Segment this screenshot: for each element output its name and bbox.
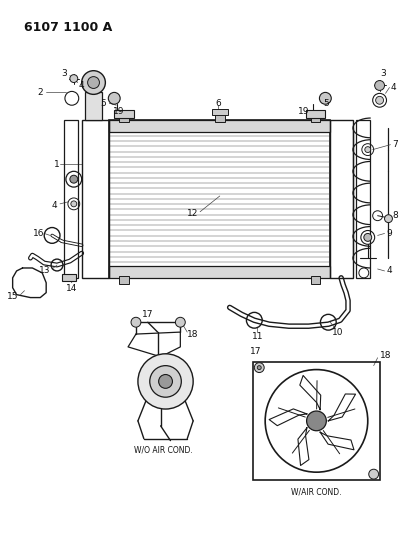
Bar bbox=[253, 362, 379, 480]
Text: 5: 5 bbox=[100, 99, 106, 108]
Circle shape bbox=[149, 366, 181, 397]
Text: 16: 16 bbox=[32, 229, 44, 238]
Circle shape bbox=[384, 215, 391, 223]
Text: 9: 9 bbox=[386, 229, 391, 238]
Bar bbox=[310, 114, 319, 122]
Circle shape bbox=[81, 71, 105, 94]
Text: 17: 17 bbox=[142, 310, 153, 319]
Text: W/O AIR COND.: W/O AIR COND. bbox=[134, 446, 193, 455]
Text: 15: 15 bbox=[7, 292, 18, 301]
Text: 3: 3 bbox=[61, 69, 67, 78]
Circle shape bbox=[70, 75, 78, 83]
Text: 19: 19 bbox=[113, 107, 125, 116]
Circle shape bbox=[71, 201, 76, 207]
Bar bbox=[64, 120, 78, 278]
Circle shape bbox=[175, 317, 185, 327]
Circle shape bbox=[257, 366, 261, 369]
Text: 4: 4 bbox=[390, 83, 395, 92]
Text: 7: 7 bbox=[391, 140, 397, 149]
Text: 11: 11 bbox=[251, 332, 263, 341]
Circle shape bbox=[319, 92, 330, 104]
Text: 14: 14 bbox=[66, 284, 77, 293]
Bar bbox=[114, 110, 134, 118]
Circle shape bbox=[364, 147, 370, 152]
Circle shape bbox=[375, 96, 382, 104]
Text: 5: 5 bbox=[323, 99, 328, 108]
Bar bbox=[211, 109, 227, 115]
Text: 10: 10 bbox=[332, 328, 343, 337]
Text: 3: 3 bbox=[380, 69, 385, 78]
Bar bbox=[119, 276, 129, 284]
Bar bbox=[119, 114, 129, 122]
Bar bbox=[81, 120, 109, 278]
Circle shape bbox=[131, 317, 141, 327]
Text: 12: 12 bbox=[186, 209, 198, 218]
Text: 17: 17 bbox=[249, 348, 261, 357]
Circle shape bbox=[158, 375, 172, 389]
Text: 19: 19 bbox=[297, 107, 309, 116]
Bar bbox=[305, 110, 325, 118]
Text: 1: 1 bbox=[54, 160, 60, 169]
Circle shape bbox=[88, 77, 99, 88]
Circle shape bbox=[363, 233, 371, 241]
Text: 4: 4 bbox=[51, 201, 57, 211]
Bar bbox=[109, 266, 330, 278]
Bar bbox=[62, 274, 76, 281]
Text: 13: 13 bbox=[38, 266, 50, 276]
Circle shape bbox=[108, 92, 120, 104]
Text: 6107 1100 A: 6107 1100 A bbox=[25, 21, 112, 34]
Circle shape bbox=[374, 80, 384, 91]
Bar bbox=[109, 120, 330, 132]
Text: 8: 8 bbox=[391, 211, 397, 220]
Text: 4: 4 bbox=[79, 81, 84, 90]
Circle shape bbox=[70, 175, 78, 183]
Circle shape bbox=[306, 411, 326, 431]
Text: 18: 18 bbox=[379, 351, 390, 360]
Text: 4: 4 bbox=[386, 266, 391, 276]
Text: W/AIR COND.: W/AIR COND. bbox=[290, 487, 341, 496]
Text: 2: 2 bbox=[37, 88, 43, 97]
Bar bbox=[109, 120, 330, 278]
Circle shape bbox=[368, 469, 378, 479]
Bar bbox=[84, 92, 102, 120]
Circle shape bbox=[254, 362, 263, 373]
Bar bbox=[310, 276, 319, 284]
Circle shape bbox=[137, 354, 193, 409]
Bar bbox=[330, 120, 352, 278]
Text: 18: 18 bbox=[187, 329, 198, 338]
Text: 6: 6 bbox=[214, 99, 220, 108]
Bar bbox=[214, 114, 224, 122]
Bar bbox=[355, 120, 369, 278]
